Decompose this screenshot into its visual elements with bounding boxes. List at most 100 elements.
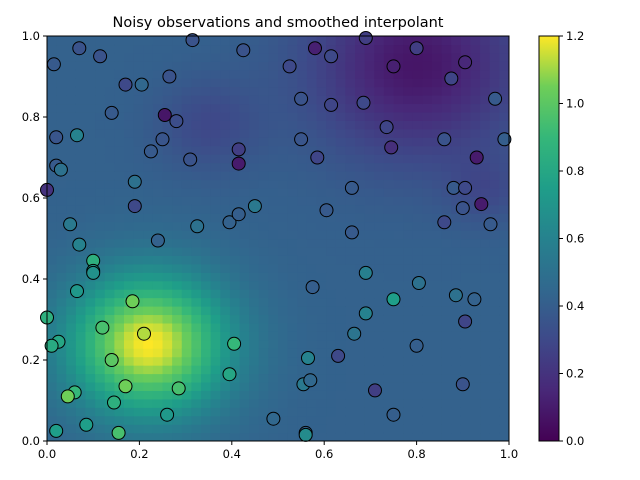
- heatmap-cell: [470, 145, 481, 155]
- heatmap-cell: [345, 322, 356, 332]
- heatmap-cell: [114, 171, 125, 181]
- heatmap-cell: [143, 297, 154, 307]
- heatmap-cell: [441, 297, 452, 307]
- heatmap-cell: [249, 263, 260, 273]
- observation-point: [358, 306, 373, 321]
- heatmap-cell: [316, 306, 327, 316]
- heatmap-cell: [451, 415, 462, 425]
- heatmap-cell: [85, 171, 96, 181]
- heatmap-cell: [249, 398, 260, 408]
- heatmap-cell: [181, 356, 192, 366]
- heatmap-cell: [374, 339, 385, 349]
- heatmap-cell: [220, 120, 231, 130]
- heatmap-cell: [114, 95, 125, 105]
- heatmap-cell: [432, 297, 443, 307]
- heatmap-cell: [181, 280, 192, 290]
- heatmap-cell: [239, 280, 250, 290]
- heatmap-cell: [374, 415, 385, 425]
- heatmap-cell: [114, 154, 125, 164]
- heatmap-cell: [345, 339, 356, 349]
- heatmap-cell: [460, 339, 472, 349]
- heatmap-cell: [85, 111, 96, 121]
- heatmap-cell: [412, 373, 423, 383]
- heatmap-cell: [95, 86, 106, 96]
- heatmap-cell: [75, 120, 87, 130]
- heatmap-cell: [47, 272, 58, 282]
- heatmap-cell: [499, 196, 509, 206]
- heatmap-cell: [85, 137, 96, 147]
- heatmap-cell: [403, 162, 414, 172]
- heatmap-cell: [239, 196, 250, 206]
- observation-point: [386, 292, 401, 307]
- heatmap-cell: [85, 213, 96, 223]
- heatmap-cell: [460, 36, 472, 46]
- heatmap-cell: [297, 196, 308, 206]
- heatmap-cell: [422, 238, 433, 248]
- heatmap-cell: [306, 390, 318, 400]
- heatmap-cell: [152, 78, 164, 88]
- heatmap-cell: [403, 289, 414, 299]
- heatmap-cell: [191, 365, 202, 375]
- heatmap-cell: [441, 381, 452, 391]
- heatmap-cell: [201, 348, 212, 358]
- heatmap-cell: [432, 154, 443, 164]
- heatmap-cell: [278, 69, 289, 79]
- heatmap-cell: [143, 103, 154, 113]
- heatmap-cell: [220, 390, 231, 400]
- heatmap-cell: [345, 297, 356, 307]
- heatmap-cell: [95, 61, 106, 71]
- y-axis: 0.00.20.40.60.81.0: [22, 29, 47, 448]
- heatmap-cell: [258, 162, 269, 172]
- heatmap-cell: [499, 373, 509, 383]
- heatmap-cell: [249, 306, 260, 316]
- heatmap-cell: [66, 179, 77, 189]
- heatmap-cell: [124, 145, 135, 155]
- heatmap-cell: [152, 103, 164, 113]
- heatmap-cell: [229, 263, 241, 273]
- heatmap-cell: [172, 348, 183, 358]
- heatmap-cell: [172, 213, 183, 223]
- heatmap-cell: [287, 407, 298, 417]
- observation-point: [53, 162, 68, 177]
- heatmap-cell: [470, 179, 481, 189]
- heatmap-cell: [441, 120, 452, 130]
- heatmap-cell: [383, 280, 395, 290]
- heatmap-cell: [499, 187, 509, 197]
- heatmap-cell: [268, 365, 279, 375]
- heatmap-cell: [441, 398, 452, 408]
- heatmap-cell: [306, 230, 318, 240]
- heatmap-cell: [143, 120, 154, 130]
- heatmap-cell: [104, 221, 115, 231]
- heatmap-cell: [460, 162, 472, 172]
- heatmap-cell: [114, 255, 125, 265]
- heatmap-cell: [451, 52, 462, 62]
- heatmap-cell: [210, 154, 221, 164]
- heatmap-cell: [143, 44, 154, 54]
- heatmap-cell: [124, 415, 135, 425]
- heatmap-cell: [364, 213, 375, 223]
- heatmap-cell: [47, 322, 58, 332]
- heatmap-cell: [489, 280, 500, 290]
- heatmap-cell: [201, 246, 212, 256]
- heatmap-cell: [95, 238, 106, 248]
- heatmap-cell: [95, 255, 106, 265]
- heatmap-cell: [124, 154, 135, 164]
- heatmap-cell: [345, 407, 356, 417]
- heatmap-cell: [470, 36, 481, 46]
- heatmap-cell: [364, 280, 375, 290]
- heatmap-cell: [210, 137, 221, 147]
- heatmap-cell: [316, 145, 327, 155]
- heatmap-cell: [104, 187, 115, 197]
- heatmap-cell: [364, 128, 375, 138]
- heatmap-cell: [460, 78, 472, 88]
- heatmap-cell: [480, 373, 491, 383]
- heatmap-cell: [383, 306, 395, 316]
- heatmap-cell: [326, 128, 337, 138]
- heatmap-cell: [441, 52, 452, 62]
- heatmap-cell: [432, 238, 443, 248]
- heatmap-cell: [133, 407, 144, 417]
- heatmap-cell: [470, 137, 481, 147]
- heatmap-cell: [143, 187, 154, 197]
- heatmap-cell: [345, 424, 356, 434]
- heatmap-cell: [306, 69, 318, 79]
